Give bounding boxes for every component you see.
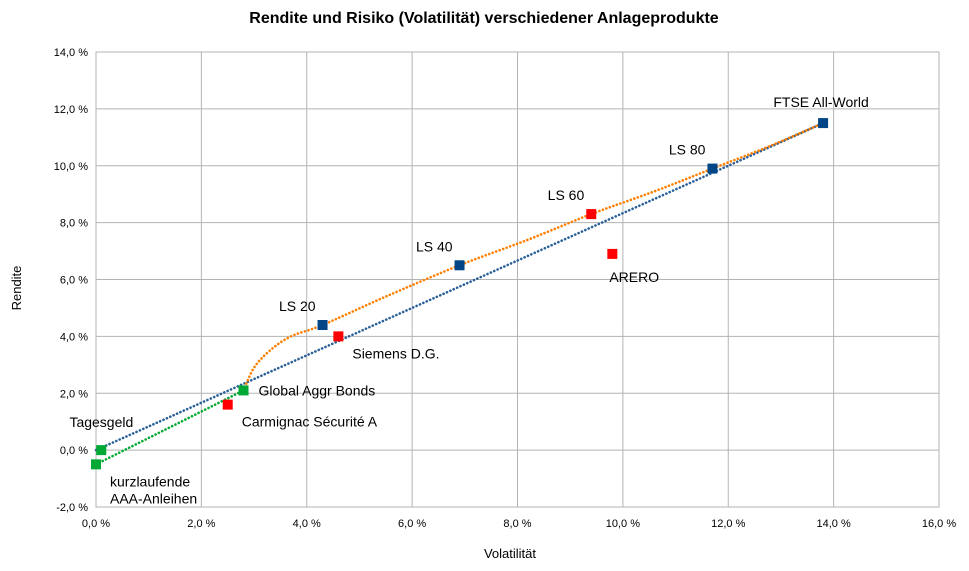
y-tick-label: 4,0 % xyxy=(60,331,88,343)
point-layer xyxy=(91,118,829,470)
x-tick-label: 6,0 % xyxy=(398,518,426,530)
tick-label-layer: 0,0 % 2,0 % 4,0 % 6,0 % 8,0 % 10,0 % 12,0 % 14,… xyxy=(54,47,957,530)
data-point xyxy=(586,209,597,220)
data-point xyxy=(607,248,618,259)
x-tick-label: 12,0 % xyxy=(711,518,745,530)
y-tick-label: -2,0 % xyxy=(56,502,88,514)
point-label: Siemens D.G. xyxy=(352,345,439,361)
x-tick-label: 0,0 % xyxy=(82,518,110,530)
trendline-green-low xyxy=(94,389,245,466)
data-point xyxy=(91,459,101,470)
x-tick-label: 14,0 % xyxy=(817,518,851,530)
point-label: LS 80 xyxy=(669,142,706,158)
point-label: FTSE All-World xyxy=(773,94,868,110)
trendline-layer xyxy=(94,121,825,466)
x-tick-label: 4,0 % xyxy=(293,518,321,530)
point-label: kurzlaufende xyxy=(110,473,190,489)
data-point xyxy=(333,331,344,342)
y-tick-label: 0,0 % xyxy=(60,445,88,457)
point-label: LS 40 xyxy=(416,238,453,254)
y-tick-label: 14,0 % xyxy=(54,47,88,59)
point-label: Tagesgeld xyxy=(69,414,133,430)
data-point xyxy=(707,163,718,174)
x-tick-label: 10,0 % xyxy=(606,518,640,530)
y-tick-label: 12,0 % xyxy=(54,104,88,116)
data-point xyxy=(222,399,233,410)
point-label: Carmignac Sécurité A xyxy=(242,414,378,430)
y-tick-label: 6,0 % xyxy=(60,275,88,287)
point-label: LS 20 xyxy=(279,298,316,314)
y-tick-label: 10,0 % xyxy=(54,161,88,173)
chart-title: Rendite und Risiko (Volatilität) verschi… xyxy=(249,10,719,27)
data-point xyxy=(454,260,465,271)
data-point xyxy=(317,320,328,330)
x-tick-label: 16,0 % xyxy=(922,518,956,530)
data-point xyxy=(96,445,107,456)
plot-border xyxy=(95,51,940,508)
x-axis-label: Volatilität xyxy=(484,546,536,561)
y-axis-label: Rendite xyxy=(9,266,24,311)
y-tick-label: 8,0 % xyxy=(60,218,88,230)
x-tick-label: 8,0 % xyxy=(503,518,531,530)
trendline-orange-curve xyxy=(242,121,825,392)
data-point xyxy=(818,118,829,129)
y-tick-label: 2,0 % xyxy=(60,388,88,400)
point-label: Global Aggr Bonds xyxy=(259,382,376,398)
point-label: ARERO xyxy=(609,269,659,285)
data-point xyxy=(238,385,249,396)
point-label: LS 60 xyxy=(548,187,585,203)
x-tick-label: 2,0 % xyxy=(187,518,215,530)
point-label: AAA-Anleihen xyxy=(110,490,197,506)
trendline-linear-blue xyxy=(94,121,825,452)
